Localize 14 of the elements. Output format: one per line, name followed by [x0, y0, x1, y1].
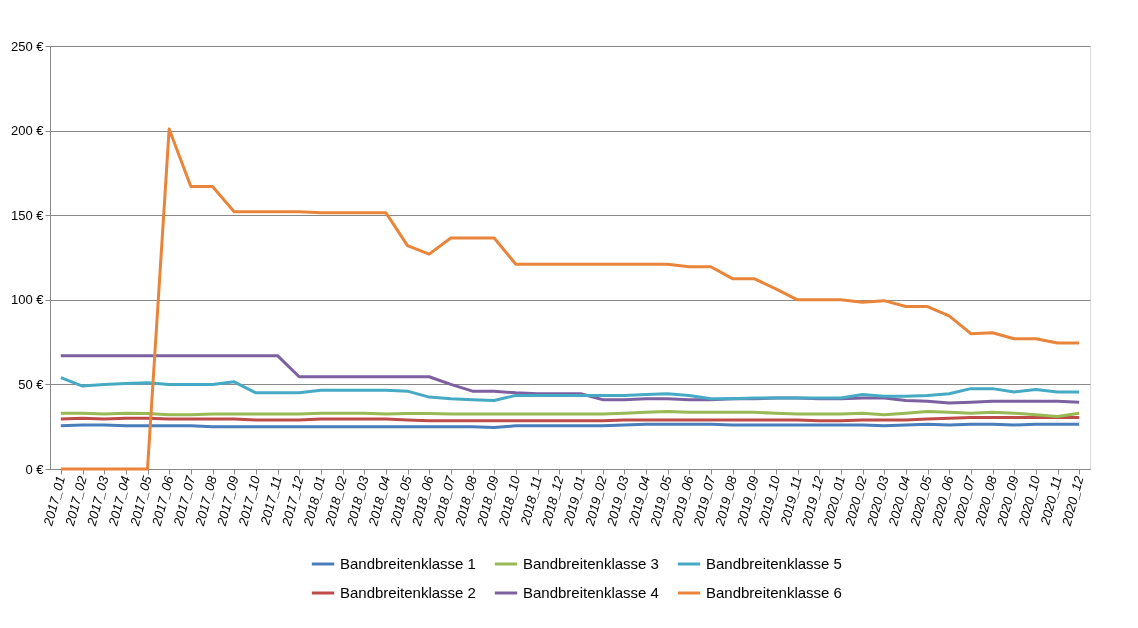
legend-label: Bandbreitenklasse 1 [340, 555, 476, 572]
legend-label: Bandbreitenklasse 4 [523, 584, 659, 601]
legend-label: Bandbreitenklasse 3 [523, 555, 659, 572]
y-tick-label: 150 € [10, 207, 45, 223]
y-tick-label: 0 € [25, 461, 45, 477]
line-series [59, 376, 1081, 402]
line-series [59, 127, 1081, 471]
y-tick-label: 200 € [10, 123, 45, 139]
legend-label: Bandbreitenklasse 6 [706, 584, 842, 601]
y-tick-label: 50 € [18, 376, 45, 392]
y-tick-label: 100 € [10, 292, 45, 308]
y-tick-label: 250 € [10, 38, 45, 54]
legend-label: Bandbreitenklasse 2 [340, 584, 476, 601]
legend-label: Bandbreitenklasse 5 [706, 555, 842, 572]
